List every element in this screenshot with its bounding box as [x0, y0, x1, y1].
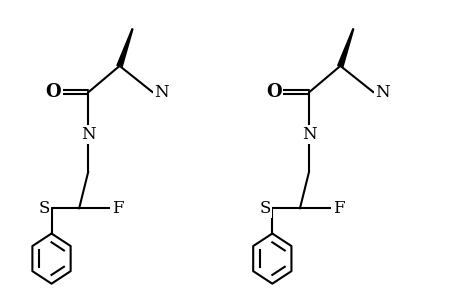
Text: S: S — [259, 200, 270, 217]
Text: O: O — [45, 83, 61, 101]
Text: N: N — [301, 126, 316, 143]
Text: F: F — [332, 200, 343, 217]
Polygon shape — [337, 29, 353, 66]
Polygon shape — [117, 29, 133, 66]
Text: N: N — [374, 84, 389, 101]
Text: N: N — [154, 84, 168, 101]
Text: O: O — [266, 83, 281, 101]
Text: N: N — [81, 126, 95, 143]
Text: S: S — [39, 200, 50, 217]
Text: F: F — [112, 200, 123, 217]
